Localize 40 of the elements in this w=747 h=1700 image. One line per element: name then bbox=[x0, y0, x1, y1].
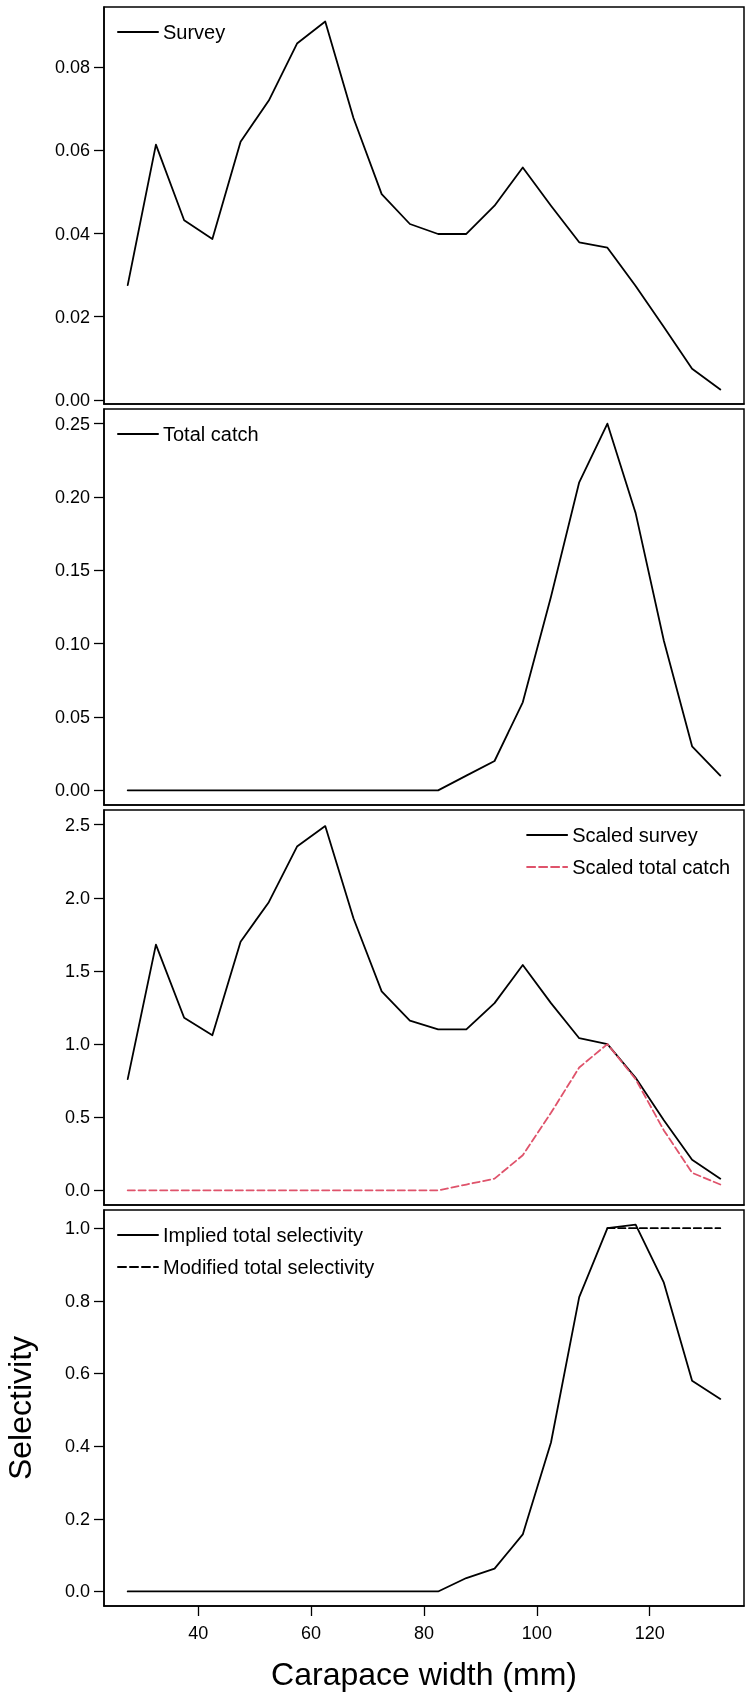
y-tick-label: 0.00 bbox=[54, 780, 90, 801]
line-series bbox=[126, 20, 722, 391]
y-tick-label: 0.04 bbox=[54, 223, 90, 244]
y-axis-title: Selectivity bbox=[2, 1335, 38, 1481]
y-tick-label: 1.0 bbox=[64, 1218, 90, 1239]
y-tick-label: 0.25 bbox=[54, 413, 90, 434]
y-tick-label: 0.6 bbox=[64, 1363, 90, 1384]
x-tick-label: 40 bbox=[188, 1623, 209, 1643]
y-tick-label: 0.10 bbox=[54, 633, 90, 654]
line-series bbox=[126, 1043, 722, 1192]
y-tick-label: 0.0 bbox=[64, 1180, 90, 1201]
legend-label: Scaled total catch bbox=[572, 856, 730, 878]
x-tick-label: 60 bbox=[301, 1623, 322, 1643]
x-tick-label: 80 bbox=[413, 1623, 435, 1643]
y-tick-label: 0.06 bbox=[54, 140, 90, 161]
legend-label: Total catch bbox=[163, 423, 259, 445]
y-tick-label: 2.5 bbox=[64, 814, 90, 835]
x-tick-label: 120 bbox=[634, 1623, 665, 1643]
y-tick-label: 0.5 bbox=[64, 1107, 90, 1128]
y-tick-label: 1.0 bbox=[64, 1034, 90, 1055]
y-tick-label: 0.05 bbox=[54, 707, 90, 727]
legend-label: Implied total selectivity bbox=[163, 1224, 364, 1246]
y-tick-label: 0.15 bbox=[54, 560, 90, 581]
y-tick-label: 0.4 bbox=[64, 1436, 90, 1457]
y-tick-label: 0.02 bbox=[54, 306, 90, 327]
legend-label: Modified total selectivity bbox=[163, 1256, 375, 1278]
line-series bbox=[126, 1223, 722, 1593]
y-tick-label: 0.08 bbox=[54, 57, 90, 78]
y-tick-label: 0.8 bbox=[64, 1290, 90, 1311]
line-series bbox=[126, 422, 722, 792]
y-tick-label: 0.20 bbox=[54, 487, 90, 507]
x-tick-label: 100 bbox=[521, 1623, 552, 1643]
y-tick-label: 0.0 bbox=[64, 1581, 90, 1602]
y-tick-label: 2.0 bbox=[64, 887, 90, 908]
legend-label: Scaled survey bbox=[572, 824, 698, 846]
y-tick-label: 1.5 bbox=[64, 960, 90, 981]
legend-label: Survey bbox=[163, 21, 226, 43]
x-axis-title: Carapace width (mm) bbox=[271, 1656, 577, 1692]
y-tick-label: 0.2 bbox=[64, 1508, 90, 1529]
y-tick-label: 0.00 bbox=[54, 389, 90, 410]
